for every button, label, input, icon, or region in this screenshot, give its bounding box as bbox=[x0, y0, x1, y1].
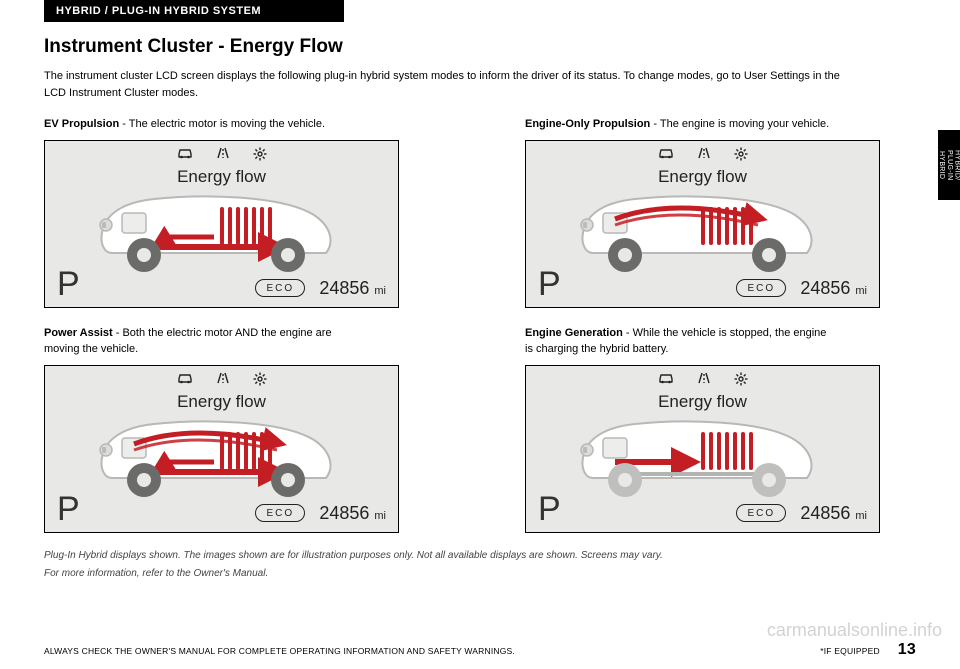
mode-engine: Engine-Only Propulsion - The engine is m… bbox=[525, 117, 916, 308]
odometer: 24856 mi bbox=[319, 503, 386, 524]
footer-left: ALWAYS CHECK THE OWNER'S MANUAL FOR COMP… bbox=[44, 646, 515, 656]
gear-icon bbox=[253, 372, 267, 386]
footer-right: *IF EQUIPPED bbox=[820, 646, 880, 656]
car-diagram bbox=[563, 414, 823, 500]
gear-icon bbox=[734, 372, 748, 386]
section-header: HYBRID / PLUG-IN HYBRID SYSTEM bbox=[44, 0, 344, 22]
car-diagram bbox=[82, 414, 342, 500]
mode-gen: Engine Generation - While the vehicle is… bbox=[525, 326, 916, 533]
mode-ev-screen: Energy flow P ECO 24856 mi bbox=[44, 140, 399, 308]
road-icon bbox=[696, 372, 712, 384]
car-diagram bbox=[563, 189, 823, 275]
side-tab: HYBRID/ PLUG-IN HYBRID bbox=[938, 130, 960, 200]
mode-ev: EV Propulsion - The electric motor is mo… bbox=[44, 117, 435, 308]
gear-indicator: P bbox=[538, 492, 561, 526]
eco-badge: ECO bbox=[736, 279, 786, 297]
mode-gen-label: Engine Generation - While the vehicle is… bbox=[525, 326, 835, 357]
mode-ev-label: EV Propulsion - The electric motor is mo… bbox=[44, 117, 354, 132]
mode-grid: EV Propulsion - The electric motor is mo… bbox=[44, 117, 916, 533]
car-icon bbox=[177, 372, 193, 384]
watermark: carmanualsonline.info bbox=[767, 620, 942, 641]
eco-badge: ECO bbox=[736, 504, 786, 522]
screen-title: Energy flow bbox=[526, 392, 879, 412]
gear-icon bbox=[253, 147, 267, 161]
gear-indicator: P bbox=[538, 267, 561, 301]
mode-engine-screen: Energy flow P ECO 24856 mi bbox=[525, 140, 880, 308]
gear-indicator: P bbox=[57, 492, 80, 526]
odometer: 24856 mi bbox=[800, 278, 867, 299]
gear-indicator: P bbox=[57, 267, 80, 301]
road-icon bbox=[215, 147, 231, 159]
screen-title: Energy flow bbox=[526, 167, 879, 187]
gear-icon bbox=[734, 147, 748, 161]
section-header-text: HYBRID / PLUG-IN HYBRID SYSTEM bbox=[56, 5, 261, 17]
road-icon bbox=[215, 372, 231, 384]
screen-top-icons bbox=[526, 147, 879, 161]
car-icon bbox=[177, 147, 193, 159]
screen-top-icons bbox=[45, 147, 398, 161]
screen-top-icons bbox=[526, 372, 879, 386]
screen-top-icons bbox=[45, 372, 398, 386]
screen-title: Energy flow bbox=[45, 392, 398, 412]
footnote-1: Plug-In Hybrid displays shown. The image… bbox=[44, 547, 916, 565]
page-footer: ALWAYS CHECK THE OWNER'S MANUAL FOR COMP… bbox=[44, 641, 916, 659]
page-title: Instrument Cluster - Energy Flow bbox=[44, 36, 916, 58]
mode-gen-screen: Energy flow P ECO 24856 mi bbox=[525, 365, 880, 533]
car-diagram bbox=[82, 189, 342, 275]
road-icon bbox=[696, 147, 712, 159]
page-number: 13 bbox=[898, 641, 916, 659]
mode-engine-label: Engine-Only Propulsion - The engine is m… bbox=[525, 117, 835, 132]
car-icon bbox=[658, 372, 674, 384]
side-tab-text: HYBRID/ PLUG-IN HYBRID bbox=[937, 150, 960, 181]
footnote-2: For more information, refer to the Owner… bbox=[44, 565, 916, 583]
intro-text: The instrument cluster LCD screen displa… bbox=[44, 68, 864, 101]
screen-title: Energy flow bbox=[45, 167, 398, 187]
odometer: 24856 mi bbox=[800, 503, 867, 524]
eco-badge: ECO bbox=[255, 279, 305, 297]
mode-assist-screen: Energy flow P ECO 24856 mi bbox=[44, 365, 399, 533]
eco-badge: ECO bbox=[255, 504, 305, 522]
mode-assist: Power Assist - Both the electric motor A… bbox=[44, 326, 435, 533]
footnotes: Plug-In Hybrid displays shown. The image… bbox=[44, 547, 916, 583]
odometer: 24856 mi bbox=[319, 278, 386, 299]
car-icon bbox=[658, 147, 674, 159]
mode-assist-label: Power Assist - Both the electric motor A… bbox=[44, 326, 354, 357]
